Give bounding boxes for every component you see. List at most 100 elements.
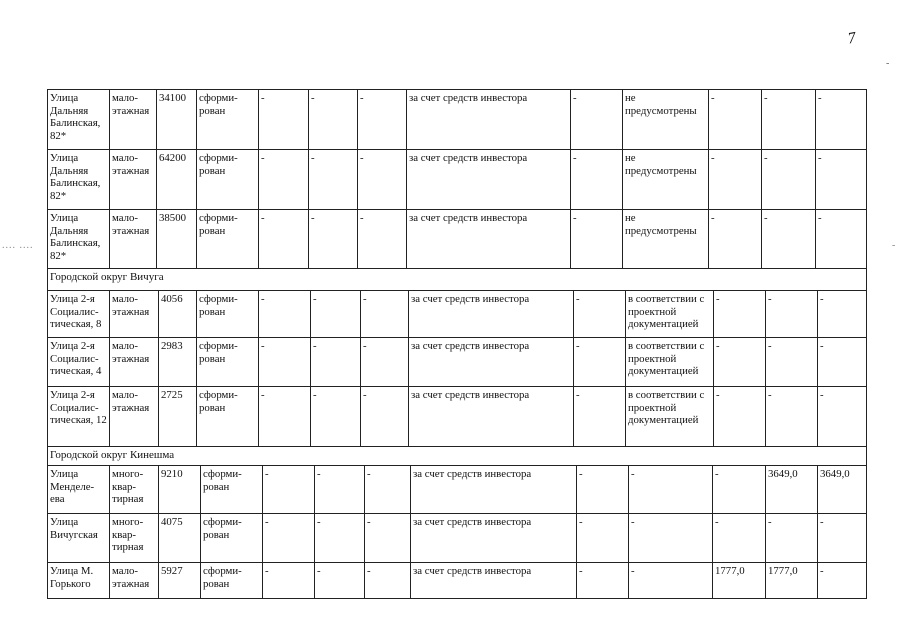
cell-status: сформи-рован (196, 386, 259, 447)
cell-engineering: не предусмотрены (622, 149, 709, 210)
cell-col-7: - (364, 513, 411, 563)
cell-financing: за счет средств инвестора (408, 290, 574, 338)
cell-col-13: - (815, 209, 867, 269)
cell-status: сформи-рован (196, 290, 259, 338)
table-row: Улица Дальняя Балинская, 82* мало-этажная… (47, 149, 867, 210)
cell-financing: за счет средств инвестора (406, 209, 571, 269)
cell-col-5: - (258, 149, 309, 210)
cell-status: сформи-рован (196, 209, 259, 269)
cell-engineering: не предусмотрены (622, 89, 709, 150)
cell-area: 4056 (158, 290, 197, 338)
cell-col-6: - (308, 209, 358, 269)
group-heading: Городской округ Кинешма (46, 446, 868, 466)
group-row: Городской округ Вичуга (46, 268, 868, 291)
cell-col-9: - (573, 290, 626, 338)
cell-col-6: - (310, 337, 361, 387)
cell-col-11: - (713, 386, 766, 447)
section-table-0: Улица Дальняя Балинская, 82* мало-этажная… (47, 89, 867, 269)
table-row: Улица 2-я Социалис-тическая, 4 мало-этажн… (47, 337, 868, 387)
cell-col-6: - (308, 149, 358, 210)
table-row: Улица 2-я Социалис-тическая, 12 мало-этаж… (47, 386, 868, 447)
cell-engineering: - (628, 562, 713, 599)
cell-engineering: в соответствии с проектной документацией (625, 337, 714, 387)
cell-col-6: - (308, 89, 358, 150)
scan-mark-right: - (892, 240, 897, 251)
cell-col-13: - (816, 290, 868, 338)
cell-financing: за счет средств инвестора (406, 149, 571, 210)
table-row: Улица М. Горького мало-этажная 5927 сформи-… (47, 562, 868, 599)
table-row: Улица 2-я Социалис-тическая, 8 мало-этажн… (47, 290, 868, 338)
group-heading: Городской округ Вичуга (46, 268, 868, 291)
cell-area: 34100 (156, 89, 197, 150)
cell-financing: за счет средств инвестора (406, 89, 571, 150)
cell-col-5: - (258, 386, 311, 447)
cell-street: Улица 2-я Социалис-тическая, 8 (47, 290, 110, 338)
cell-area: 4075 (158, 513, 201, 563)
cell-financing: за счет средств инвестора (408, 386, 574, 447)
cell-status: сформи-рован (196, 337, 259, 387)
cell-street: Улица Вичугская (47, 513, 110, 563)
cell-status: сформи-рован (200, 562, 263, 599)
cell-col-11: - (708, 149, 762, 210)
cell-col-9: - (570, 209, 623, 269)
cell-col-11: 1777,0 (712, 562, 766, 599)
cell-financing: за счет средств инвестора (410, 562, 577, 599)
scan-mark-left: .... .... (2, 240, 34, 251)
cell-col-7: - (360, 290, 409, 338)
cell-status: сформи-рован (196, 149, 259, 210)
cell-col-5: - (262, 562, 315, 599)
cell-building-type: мало-этажная (109, 149, 157, 210)
cell-col-13: 3649,0 (816, 465, 868, 514)
cell-engineering: в соответствии с проектной документацией (625, 386, 714, 447)
table-row: Улица Дальняя Балинская, 82* мало-этажная… (47, 209, 867, 269)
cell-building-type: много-квар-тирная (109, 513, 159, 563)
cell-col-12: - (765, 386, 818, 447)
cell-col-13: - (816, 562, 868, 599)
cell-area: 2983 (158, 337, 197, 387)
cell-building-type: мало-этажная (109, 562, 159, 599)
cell-col-6: - (310, 290, 361, 338)
cell-col-11: - (713, 290, 766, 338)
cell-engineering: в соответствии с проектной документацией (625, 290, 714, 338)
cell-building-type: мало-этажная (109, 209, 157, 269)
cell-col-12: - (761, 149, 816, 210)
cell-col-5: - (258, 290, 311, 338)
cell-street: Улица 2-я Социалис-тическая, 12 (47, 386, 110, 447)
cell-col-13: - (816, 386, 868, 447)
cell-col-12: - (761, 209, 816, 269)
cell-building-type: мало-этажная (109, 89, 157, 150)
cell-building-type: много-квар-тирная (109, 465, 159, 514)
cell-col-13: - (816, 513, 868, 563)
cell-col-7: - (357, 89, 407, 150)
cell-area: 64200 (156, 149, 197, 210)
cell-col-5: - (258, 89, 309, 150)
cell-col-9: - (570, 149, 623, 210)
cell-street: Улица Дальняя Балинская, 82* (47, 89, 110, 150)
cell-engineering: - (628, 513, 713, 563)
cell-col-13: - (815, 149, 867, 210)
cell-building-type: мало-этажная (109, 290, 159, 338)
cell-col-7: - (360, 386, 409, 447)
cell-street: Улица Менделе-ева (47, 465, 110, 514)
cell-financing: за счет средств инвестора (408, 337, 574, 387)
table-row: Улица Вичугская много-квар-тирная 4075 сфор… (47, 513, 868, 563)
group-row: Городской округ Кинешма (46, 446, 868, 466)
cell-col-6: - (314, 465, 365, 514)
cell-area: 2725 (158, 386, 197, 447)
cell-col-11: - (713, 337, 766, 387)
cell-financing: за счет средств инвестора (410, 513, 577, 563)
cell-engineering: не предусмотрены (622, 209, 709, 269)
cell-building-type: мало-этажная (109, 337, 159, 387)
cell-col-12: - (761, 89, 816, 150)
cell-col-7: - (357, 209, 407, 269)
cell-col-9: - (576, 513, 629, 563)
cell-col-12: - (765, 290, 818, 338)
cell-col-5: - (258, 209, 309, 269)
cell-col-7: - (364, 465, 411, 514)
handwritten-page-number: 7 (846, 29, 858, 48)
cell-col-13: - (816, 337, 868, 387)
cell-area: 9210 (158, 465, 201, 514)
cell-area: 5927 (158, 562, 201, 599)
cell-col-5: - (262, 513, 315, 563)
cell-col-9: - (576, 465, 629, 514)
